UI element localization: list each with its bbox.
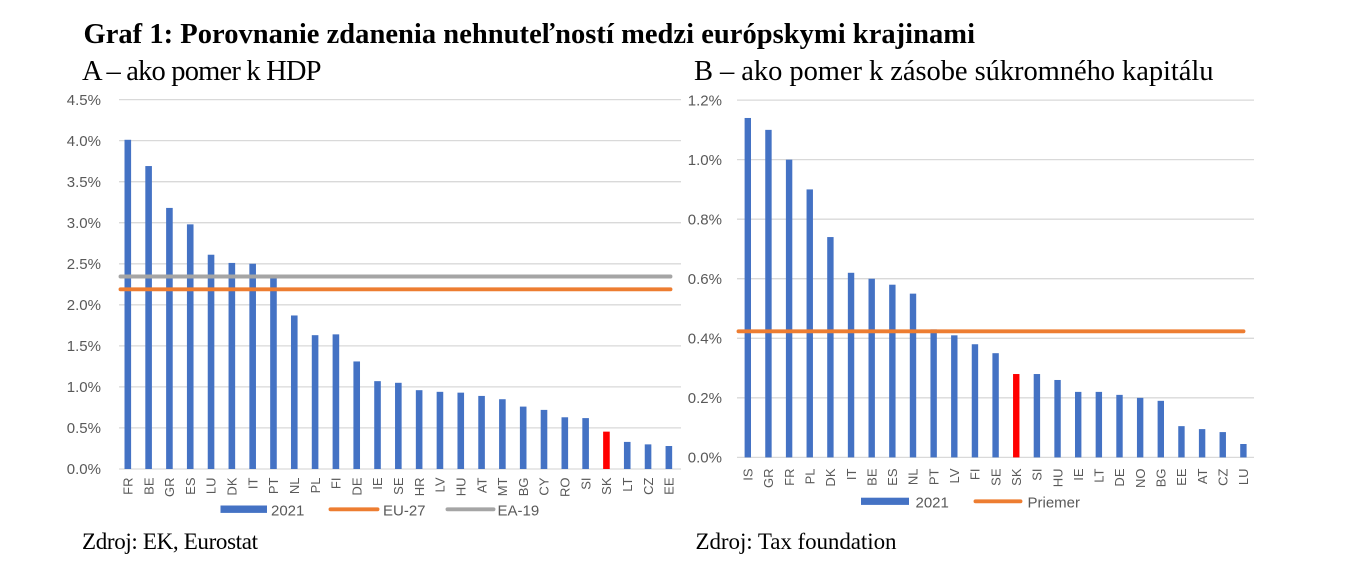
svg-text:IT: IT [245, 477, 260, 489]
svg-text:AT: AT [474, 477, 489, 493]
svg-text:DE: DE [1112, 468, 1127, 486]
svg-text:0.0%: 0.0% [67, 461, 101, 478]
svg-text:FI: FI [329, 478, 344, 490]
svg-text:HU: HU [1050, 469, 1065, 488]
svg-text:RO: RO [558, 478, 573, 498]
svg-text:SE: SE [391, 477, 406, 495]
svg-text:0.4%: 0.4% [688, 331, 722, 348]
svg-text:LV: LV [947, 468, 962, 483]
svg-text:AT: AT [1195, 468, 1210, 484]
svg-text:ES: ES [183, 477, 198, 495]
svg-text:SI: SI [578, 478, 593, 490]
svg-text:DK: DK [225, 477, 240, 495]
svg-text:A – ako pomer k HDP: A – ako pomer k HDP [82, 56, 322, 87]
svg-text:LT: LT [620, 477, 635, 491]
svg-text:BG: BG [1154, 469, 1169, 488]
svg-text:SK: SK [1009, 468, 1024, 486]
svg-text:PT: PT [926, 468, 941, 485]
svg-text:MT: MT [495, 477, 510, 496]
svg-text:0.5%: 0.5% [67, 420, 101, 437]
svg-text:3.5%: 3.5% [67, 174, 101, 191]
svg-text:EU-27: EU-27 [383, 503, 426, 520]
svg-text:SK: SK [599, 477, 614, 495]
svg-text:1.0%: 1.0% [688, 152, 722, 169]
svg-text:0.6%: 0.6% [688, 271, 722, 288]
svg-text:Zdroj: Tax foundation: Zdroj: Tax foundation [696, 529, 898, 554]
svg-text:HR: HR [412, 478, 427, 497]
svg-text:SI: SI [1030, 469, 1045, 481]
svg-text:Priemer: Priemer [1028, 495, 1081, 512]
svg-text:4.0%: 4.0% [67, 133, 101, 150]
svg-text:HU: HU [453, 478, 468, 497]
svg-text:FI: FI [968, 469, 983, 481]
svg-text:2.5%: 2.5% [67, 256, 101, 273]
svg-text:PL: PL [308, 478, 323, 494]
svg-text:DE: DE [349, 477, 364, 495]
svg-text:IE: IE [1071, 468, 1086, 481]
svg-text:0.0%: 0.0% [688, 450, 722, 467]
svg-text:Zdroj: EK, Eurostat: Zdroj: EK, Eurostat [82, 529, 259, 554]
svg-text:GR: GR [162, 478, 177, 498]
svg-text:1.0%: 1.0% [67, 379, 101, 396]
svg-text:CZ: CZ [641, 477, 656, 494]
svg-text:EE: EE [1174, 468, 1189, 486]
svg-text:BE: BE [864, 468, 879, 486]
svg-text:FR: FR [121, 478, 136, 495]
svg-text:FR: FR [782, 469, 797, 486]
svg-text:2.0%: 2.0% [67, 297, 101, 314]
svg-text:NL: NL [287, 478, 302, 495]
svg-text:DK: DK [823, 468, 838, 486]
svg-text:EE: EE [662, 477, 677, 495]
svg-text:PL: PL [802, 469, 817, 485]
svg-text:CZ: CZ [1215, 468, 1230, 485]
svg-text:2021: 2021 [271, 503, 304, 520]
svg-text:IS: IS [741, 468, 756, 481]
svg-text:1.5%: 1.5% [67, 338, 101, 355]
svg-text:1.2%: 1.2% [688, 92, 722, 109]
svg-text:CY: CY [537, 477, 552, 495]
svg-text:0.2%: 0.2% [688, 390, 722, 407]
svg-text:B – ako pomer k zásobe súkromn: B – ako pomer k zásobe súkromného kapitá… [694, 56, 1214, 87]
svg-text:Graf 1: Porovnanie zdanenia ne: Graf 1: Porovnanie zdanenia nehnuteľnost… [84, 19, 976, 50]
svg-text:LU: LU [1236, 469, 1251, 486]
svg-text:GR: GR [761, 469, 776, 489]
svg-text:PT: PT [266, 477, 281, 494]
svg-text:IT: IT [844, 468, 859, 480]
svg-text:3.0%: 3.0% [67, 215, 101, 232]
svg-text:BE: BE [141, 477, 156, 495]
svg-text:2021: 2021 [916, 495, 949, 512]
svg-text:BG: BG [516, 478, 531, 497]
svg-text:LU: LU [204, 478, 219, 495]
svg-text:SE: SE [988, 468, 1003, 486]
svg-text:NO: NO [1133, 469, 1148, 489]
svg-text:EA-19: EA-19 [498, 503, 540, 520]
svg-text:4.5%: 4.5% [67, 92, 101, 109]
svg-text:ES: ES [885, 468, 900, 486]
svg-text:IE: IE [370, 477, 385, 490]
svg-text:LV: LV [433, 477, 448, 492]
svg-text:NL: NL [906, 469, 921, 486]
svg-text:LT: LT [1092, 468, 1107, 482]
svg-text:0.8%: 0.8% [688, 211, 722, 228]
